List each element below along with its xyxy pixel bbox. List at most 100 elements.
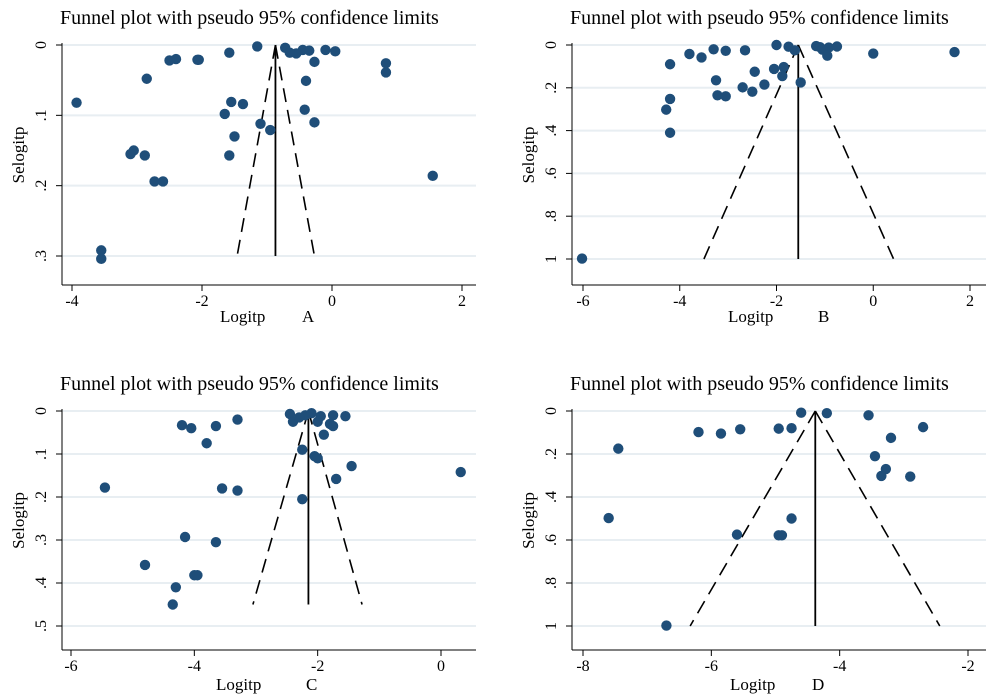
study-point [309, 117, 320, 128]
study-point [747, 86, 758, 97]
study-point [346, 460, 357, 472]
y-tick-label: .3 [33, 250, 50, 262]
x-tick-label: 2 [458, 293, 466, 310]
y-tick-label: 0 [33, 41, 50, 49]
y-tick-label: .5 [33, 620, 50, 632]
study-point [795, 77, 806, 88]
y-tick-label: .6 [543, 534, 560, 546]
study-point [293, 412, 305, 423]
study-point [380, 58, 392, 69]
study-point [255, 118, 266, 129]
funnel-limit-right [797, 44, 895, 260]
study-point [455, 466, 466, 478]
chart-title: Funnel plot with pseudo 95% confidence l… [570, 7, 949, 29]
y-tick-label: .8 [543, 210, 560, 222]
study-point [330, 46, 341, 57]
y-tick-label: .1 [33, 109, 50, 121]
study-point [777, 70, 788, 82]
study-point [300, 75, 312, 87]
study-point [735, 424, 746, 435]
study-point [96, 253, 107, 265]
study-point [125, 148, 136, 160]
study-point [739, 45, 751, 56]
y-tick-label: .1 [33, 448, 50, 460]
y-tick-label: 0 [33, 407, 50, 415]
chart-title: Funnel plot with pseudo 95% confidence l… [60, 373, 439, 395]
x-axis-label: Logitp [728, 307, 773, 326]
study-point [340, 410, 351, 422]
study-point [776, 530, 788, 541]
study-point [427, 170, 438, 182]
panel-letter: A [302, 307, 315, 326]
study-point [312, 453, 323, 464]
y-axis-label: Selogitp [9, 127, 28, 184]
panel-d: Funnel plot with pseudo 95% confidence l… [519, 373, 986, 694]
study-point [917, 421, 929, 433]
x-tick-label: -2 [770, 293, 783, 310]
study-point [720, 91, 731, 102]
study-point [710, 75, 722, 86]
study-point [684, 48, 695, 60]
study-point [157, 176, 169, 187]
x-tick-label: -4 [188, 658, 201, 675]
study-point [210, 420, 222, 432]
study-point [822, 50, 833, 61]
study-point [232, 414, 243, 425]
study-point [284, 47, 295, 58]
study-point [299, 104, 310, 115]
x-tick-label: -2 [961, 658, 974, 675]
study-point [720, 45, 731, 56]
study-point [664, 59, 676, 70]
study-point [693, 426, 704, 438]
study-point [192, 54, 203, 65]
chart-title: Funnel plot with pseudo 95% confidence l… [570, 373, 949, 395]
study-point [176, 419, 188, 431]
x-tick-label: -4 [65, 293, 78, 310]
study-point [868, 48, 879, 59]
x-tick-label: -8 [576, 658, 589, 675]
study-point [795, 407, 807, 418]
study-point [905, 471, 916, 482]
y-tick-label: 0 [543, 407, 560, 415]
panel-b: Funnel plot with pseudo 95% confidence l… [519, 7, 986, 326]
study-point [786, 513, 797, 524]
study-point [708, 44, 719, 55]
panel-letter: C [306, 675, 317, 694]
funnel-limit-left [236, 44, 277, 257]
study-point [786, 423, 797, 434]
study-point [141, 73, 152, 84]
funnel-limit-left [252, 410, 310, 605]
x-tick-label: -4 [833, 658, 846, 675]
study-point [179, 531, 191, 543]
study-point [201, 438, 212, 449]
funnel-limit-right [307, 410, 363, 605]
study-point [327, 410, 339, 421]
study-point [821, 407, 833, 419]
x-tick-label: -6 [705, 658, 718, 675]
study-point [831, 41, 843, 52]
y-tick-label: .2 [543, 82, 560, 94]
y-axis-label: Selogitp [519, 492, 538, 549]
x-axis-label: Logitp [216, 675, 261, 694]
study-point [318, 429, 330, 440]
y-tick-label: .2 [33, 491, 50, 503]
study-point [380, 67, 392, 78]
study-point [297, 444, 308, 455]
study-point [869, 450, 881, 462]
study-point [749, 66, 760, 77]
study-point [170, 582, 182, 593]
study-point [773, 423, 784, 434]
study-point [96, 245, 107, 256]
x-tick-label: 2 [966, 293, 974, 310]
study-point [768, 63, 780, 75]
study-point [232, 485, 243, 496]
study-point [778, 61, 789, 73]
study-point [226, 96, 237, 108]
y-axis-label: Selogitp [519, 127, 538, 184]
study-point [885, 432, 897, 444]
study-point [186, 423, 197, 434]
x-tick-label: -6 [64, 658, 77, 675]
x-tick-label: -2 [195, 293, 208, 310]
study-point [876, 470, 887, 482]
study-point [712, 90, 723, 101]
